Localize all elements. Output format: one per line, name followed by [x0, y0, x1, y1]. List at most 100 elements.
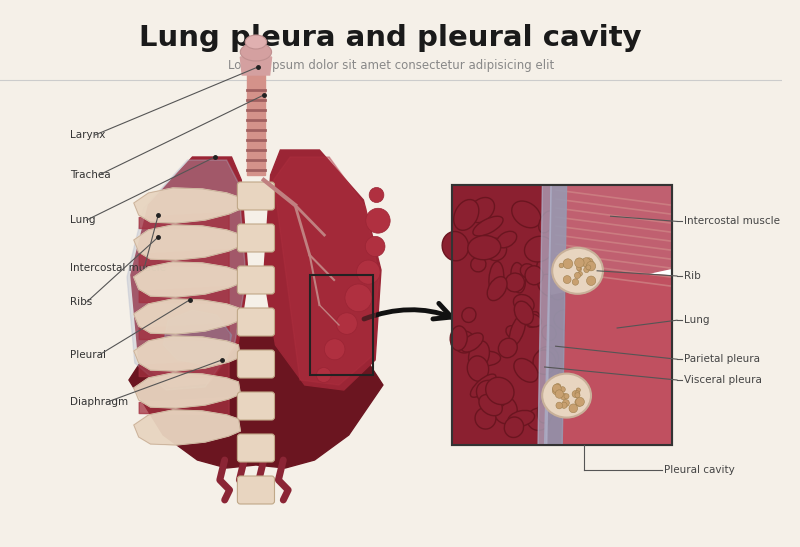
FancyBboxPatch shape	[238, 434, 274, 462]
Circle shape	[554, 383, 561, 390]
Bar	[452, 185, 573, 445]
Ellipse shape	[468, 236, 501, 260]
Circle shape	[586, 261, 596, 271]
Ellipse shape	[557, 366, 577, 391]
Ellipse shape	[514, 294, 534, 312]
FancyBboxPatch shape	[238, 182, 274, 210]
Circle shape	[584, 258, 594, 267]
Ellipse shape	[523, 314, 542, 327]
Ellipse shape	[510, 263, 526, 293]
Ellipse shape	[538, 397, 554, 423]
Ellipse shape	[494, 397, 518, 424]
Circle shape	[560, 393, 567, 400]
Ellipse shape	[506, 325, 522, 340]
Ellipse shape	[475, 408, 496, 429]
Polygon shape	[545, 185, 566, 445]
Ellipse shape	[550, 382, 568, 403]
Ellipse shape	[482, 394, 506, 420]
Text: Ribs: Ribs	[70, 297, 93, 307]
Polygon shape	[538, 185, 551, 445]
Text: Larynx: Larynx	[70, 130, 106, 140]
Ellipse shape	[542, 325, 556, 341]
Ellipse shape	[469, 341, 490, 370]
Circle shape	[576, 397, 584, 406]
Text: Pleural cavity: Pleural cavity	[664, 465, 735, 475]
Ellipse shape	[510, 315, 526, 346]
Ellipse shape	[462, 333, 483, 352]
Ellipse shape	[498, 338, 518, 358]
Circle shape	[561, 402, 567, 409]
Circle shape	[559, 263, 563, 268]
Ellipse shape	[536, 347, 558, 369]
Circle shape	[345, 284, 372, 312]
Ellipse shape	[542, 374, 591, 417]
Ellipse shape	[512, 201, 541, 228]
Circle shape	[577, 266, 581, 270]
Ellipse shape	[467, 356, 489, 381]
Ellipse shape	[485, 238, 506, 260]
Polygon shape	[247, 75, 265, 175]
Text: Trachea: Trachea	[70, 170, 111, 180]
Circle shape	[575, 391, 580, 395]
Ellipse shape	[487, 277, 507, 301]
Ellipse shape	[551, 283, 567, 300]
Polygon shape	[274, 157, 379, 385]
Polygon shape	[240, 57, 271, 75]
Ellipse shape	[479, 394, 502, 416]
Ellipse shape	[450, 326, 467, 351]
Circle shape	[555, 390, 563, 398]
Polygon shape	[163, 310, 231, 365]
Circle shape	[586, 276, 596, 286]
Polygon shape	[264, 150, 381, 390]
Circle shape	[578, 267, 582, 271]
Ellipse shape	[526, 312, 540, 327]
Bar	[452, 185, 672, 445]
Ellipse shape	[533, 350, 556, 374]
Ellipse shape	[473, 216, 503, 236]
Circle shape	[553, 384, 562, 393]
Text: Lung: Lung	[70, 215, 96, 225]
Circle shape	[325, 339, 345, 360]
FancyBboxPatch shape	[238, 308, 274, 336]
Ellipse shape	[525, 236, 554, 262]
Polygon shape	[562, 268, 672, 445]
Ellipse shape	[477, 380, 506, 409]
Text: Rib: Rib	[684, 271, 701, 281]
Circle shape	[562, 399, 570, 406]
Ellipse shape	[514, 301, 534, 324]
Circle shape	[574, 272, 581, 278]
Bar	[452, 185, 672, 445]
Circle shape	[569, 404, 578, 413]
Polygon shape	[134, 262, 240, 297]
Circle shape	[317, 368, 331, 382]
Ellipse shape	[454, 331, 475, 353]
Text: Diaphragm: Diaphragm	[70, 397, 129, 407]
Ellipse shape	[486, 377, 514, 405]
Ellipse shape	[442, 231, 469, 261]
Ellipse shape	[454, 200, 479, 230]
Ellipse shape	[553, 206, 574, 225]
Text: Visceral pleura: Visceral pleura	[684, 375, 762, 385]
Ellipse shape	[245, 35, 266, 49]
Ellipse shape	[525, 266, 543, 285]
Text: Lung: Lung	[684, 315, 710, 325]
Polygon shape	[134, 410, 240, 445]
Ellipse shape	[537, 252, 563, 281]
Ellipse shape	[538, 275, 564, 298]
Ellipse shape	[506, 273, 525, 292]
Ellipse shape	[527, 408, 550, 430]
Circle shape	[369, 188, 384, 202]
Text: Pleural: Pleural	[70, 350, 106, 360]
Ellipse shape	[552, 248, 603, 294]
FancyBboxPatch shape	[238, 476, 274, 504]
Circle shape	[575, 398, 582, 406]
Polygon shape	[129, 317, 383, 468]
Ellipse shape	[489, 261, 504, 296]
Text: Intercostal muscle: Intercostal muscle	[684, 217, 780, 226]
Ellipse shape	[520, 264, 535, 278]
Circle shape	[560, 387, 566, 392]
Circle shape	[572, 279, 578, 285]
Text: Parietal pleura: Parietal pleura	[684, 354, 760, 364]
Polygon shape	[134, 225, 240, 260]
Text: Lung pleura and pleural cavity: Lung pleura and pleural cavity	[139, 24, 642, 52]
